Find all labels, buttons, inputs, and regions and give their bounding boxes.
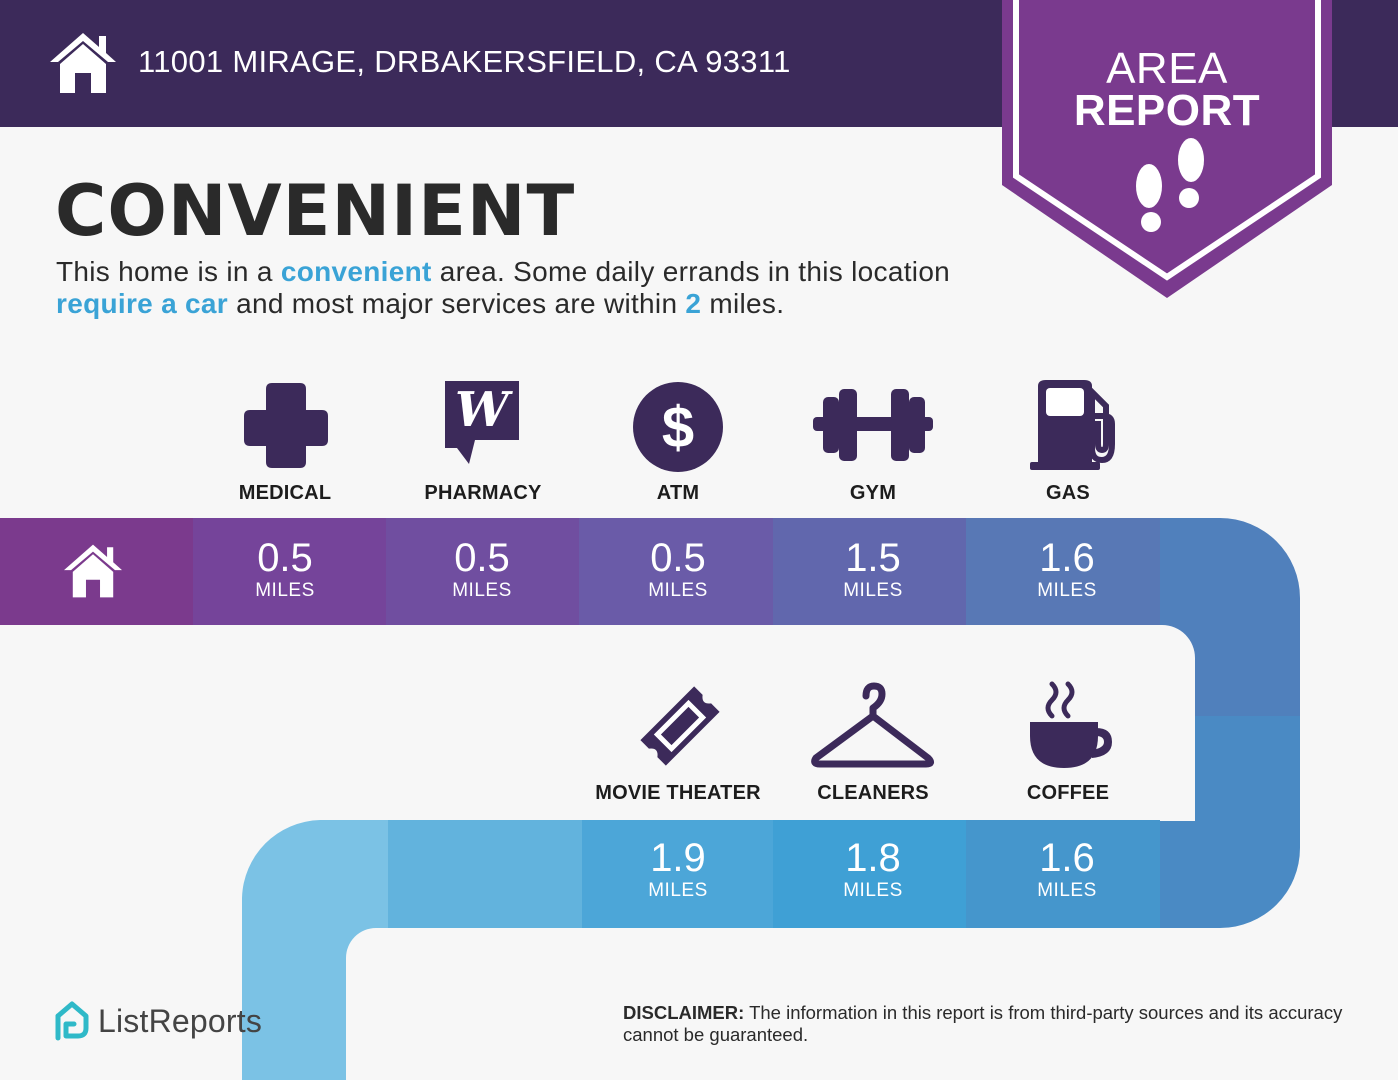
- dumbbell-icon: [813, 389, 933, 461]
- distance-unit: MILES: [1037, 880, 1097, 901]
- distance-atm: 0.5: [650, 536, 706, 580]
- page-title: CONVENIENT: [55, 170, 576, 252]
- distance-gym: 1.5: [845, 536, 901, 580]
- badge-title-line2: REPORT: [1073, 86, 1261, 135]
- coffee-cup-icon: [1030, 681, 1112, 768]
- distance-gas: 1.6: [1039, 536, 1095, 580]
- svg-text:$: $: [662, 395, 694, 460]
- distance-pharmacy: 0.5: [454, 536, 510, 580]
- distance-unit: MILES: [843, 580, 903, 601]
- home-start-icon: [64, 544, 122, 598]
- listreports-logo-icon: [55, 1001, 89, 1041]
- distance-unit: MILES: [648, 880, 708, 901]
- property-address: 11001 MIRAGE, DRBAKERSFIELD, CA 93311: [138, 44, 791, 79]
- listreports-logo-text: ListReports: [98, 1003, 263, 1039]
- distance-cleaners: 1.8: [845, 836, 901, 880]
- medical-cross-icon: [244, 383, 328, 468]
- ticket-icon: [640, 686, 720, 766]
- amenity-label-cleaners: CLEANERS: [817, 782, 929, 804]
- distance-movie-theater: 1.9: [650, 836, 706, 880]
- distance-unit: MILES: [255, 580, 315, 601]
- distance-unit: MILES: [452, 580, 512, 601]
- dollar-icon: $: [633, 382, 723, 472]
- amenity-label-coffee: COFFEE: [1026, 782, 1110, 804]
- gas-pump-icon: [1030, 380, 1115, 470]
- hanger-icon: [811, 682, 935, 768]
- svg-text:W: W: [455, 382, 513, 438]
- area-report-badge: [1002, 0, 1332, 298]
- distance-coffee: 1.6: [1039, 836, 1095, 880]
- summary-text: This home is in a convenient area. Some …: [56, 256, 951, 319]
- amenity-label-gas: GAS: [1046, 482, 1090, 504]
- house-icon: [50, 33, 116, 93]
- disclaimer: DISCLAIMER: The information in this repo…: [623, 1002, 1343, 1045]
- amenity-label-gym: GYM: [849, 482, 897, 504]
- distance-medical: 0.5: [257, 536, 313, 580]
- amenity-label-movie-theater: MOVIE THEATER: [595, 782, 761, 804]
- footprints-icon: [1136, 138, 1204, 232]
- amenity-label-atm: ATM: [656, 482, 700, 504]
- amenity-label-medical: MEDICAL: [238, 482, 332, 504]
- badge-title-line1: AREA: [1106, 44, 1228, 93]
- distance-unit: MILES: [648, 580, 708, 601]
- pharmacy-icon: W: [445, 381, 519, 464]
- amenity-label-pharmacy: PHARMACY: [424, 482, 542, 504]
- distance-unit: MILES: [843, 880, 903, 901]
- distance-unit: MILES: [1037, 580, 1097, 601]
